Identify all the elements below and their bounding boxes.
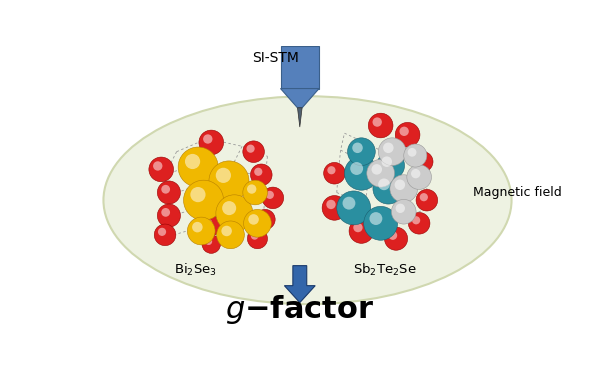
Circle shape [379, 138, 406, 166]
Circle shape [209, 161, 249, 201]
Circle shape [158, 228, 166, 236]
Circle shape [216, 195, 253, 232]
Circle shape [244, 209, 271, 237]
Circle shape [202, 235, 220, 253]
Circle shape [251, 232, 259, 240]
Circle shape [352, 142, 363, 153]
Circle shape [411, 169, 421, 178]
Circle shape [413, 152, 433, 172]
Circle shape [190, 187, 206, 202]
Circle shape [322, 196, 347, 220]
Circle shape [390, 175, 418, 203]
Circle shape [185, 154, 200, 169]
Circle shape [201, 216, 221, 236]
Circle shape [247, 229, 268, 249]
Circle shape [205, 219, 212, 227]
Circle shape [350, 162, 363, 175]
Circle shape [247, 145, 254, 153]
Circle shape [407, 165, 431, 189]
Circle shape [187, 217, 215, 245]
Circle shape [161, 208, 170, 217]
Circle shape [184, 180, 224, 220]
Circle shape [371, 164, 382, 175]
Circle shape [203, 134, 212, 144]
Circle shape [221, 226, 232, 236]
Circle shape [328, 166, 335, 174]
Circle shape [157, 204, 181, 227]
Circle shape [199, 130, 224, 155]
Circle shape [205, 238, 212, 245]
Circle shape [192, 222, 203, 233]
Polygon shape [281, 46, 319, 89]
Circle shape [395, 179, 405, 190]
Circle shape [416, 189, 437, 211]
Circle shape [255, 209, 275, 229]
Circle shape [385, 227, 407, 250]
Circle shape [262, 187, 284, 209]
Circle shape [391, 199, 416, 224]
Polygon shape [281, 89, 319, 108]
Circle shape [349, 219, 374, 243]
Circle shape [400, 127, 409, 136]
Circle shape [404, 144, 427, 167]
Circle shape [248, 214, 259, 225]
Circle shape [367, 159, 395, 187]
Circle shape [382, 156, 392, 167]
Circle shape [395, 204, 405, 213]
Circle shape [364, 206, 398, 240]
Circle shape [395, 122, 420, 147]
Circle shape [337, 191, 371, 225]
Circle shape [383, 142, 394, 153]
Circle shape [251, 164, 272, 186]
Circle shape [157, 181, 181, 204]
FancyArrow shape [284, 266, 315, 303]
Circle shape [407, 148, 416, 157]
Text: Bi$_2$Se$_3$: Bi$_2$Se$_3$ [175, 261, 217, 278]
Circle shape [259, 213, 266, 221]
Circle shape [347, 138, 375, 166]
Circle shape [378, 179, 390, 190]
Circle shape [266, 191, 274, 199]
Circle shape [409, 213, 430, 234]
Polygon shape [298, 108, 302, 127]
Circle shape [388, 231, 397, 240]
Circle shape [178, 147, 218, 187]
Circle shape [343, 197, 355, 209]
Circle shape [344, 156, 379, 190]
Circle shape [161, 185, 170, 194]
Circle shape [254, 168, 262, 176]
Circle shape [373, 173, 404, 204]
Circle shape [412, 216, 420, 224]
Circle shape [247, 184, 256, 194]
Circle shape [149, 157, 173, 182]
Circle shape [243, 180, 268, 205]
Circle shape [368, 113, 393, 138]
Circle shape [153, 161, 163, 171]
Text: SI-STM: SI-STM [252, 51, 299, 65]
Text: Magnetic field: Magnetic field [473, 186, 562, 199]
Circle shape [373, 117, 382, 127]
Circle shape [323, 162, 345, 184]
Ellipse shape [103, 96, 512, 304]
Circle shape [217, 221, 244, 249]
Circle shape [154, 224, 176, 246]
Circle shape [377, 152, 404, 179]
Text: Sb$_2$Te$_2$Se: Sb$_2$Te$_2$Se [353, 261, 416, 278]
Circle shape [216, 168, 231, 183]
Circle shape [416, 155, 424, 163]
Circle shape [243, 141, 265, 162]
Circle shape [420, 193, 428, 201]
Text: $\mathbf{\mathit{g}}$$\mathbf{-factor}$: $\mathbf{\mathit{g}}$$\mathbf{-factor}$ [225, 293, 374, 326]
Circle shape [222, 201, 236, 215]
Circle shape [326, 200, 335, 209]
Circle shape [370, 212, 382, 225]
Circle shape [353, 223, 362, 232]
